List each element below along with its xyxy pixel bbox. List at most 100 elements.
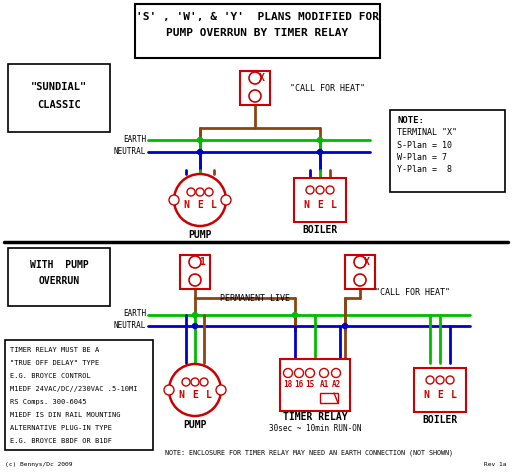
Text: PERMANENT LIVE: PERMANENT LIVE (220, 294, 290, 303)
Text: Rev 1a: Rev 1a (484, 462, 507, 467)
Circle shape (164, 385, 174, 395)
Text: N: N (303, 200, 309, 210)
Text: TIMER RELAY MUST BE A: TIMER RELAY MUST BE A (10, 347, 99, 353)
Circle shape (292, 313, 297, 317)
Bar (8, 248, 110, 306)
Circle shape (326, 186, 334, 194)
Text: "SUNDIAL": "SUNDIAL" (31, 82, 87, 92)
Circle shape (205, 188, 213, 196)
Circle shape (200, 378, 208, 386)
Text: EARTH: EARTH (123, 309, 146, 318)
Text: "TRUE OFF DELAY" TYPE: "TRUE OFF DELAY" TYPE (10, 360, 99, 366)
Text: E: E (197, 200, 203, 210)
Circle shape (354, 274, 366, 286)
Circle shape (189, 274, 201, 286)
Text: 'S' , 'W', & 'Y'  PLANS MODIFIED FOR: 'S' , 'W', & 'Y' PLANS MODIFIED FOR (136, 12, 378, 22)
Circle shape (354, 256, 366, 268)
Circle shape (169, 195, 179, 205)
Circle shape (193, 324, 198, 328)
Text: PUMP: PUMP (188, 230, 212, 240)
Circle shape (189, 256, 201, 268)
Text: A1: A1 (319, 380, 329, 389)
Text: 18: 18 (283, 380, 293, 389)
Text: 15: 15 (305, 380, 315, 389)
Circle shape (294, 368, 304, 377)
Text: PUMP: PUMP (183, 420, 207, 430)
Bar (280, 359, 350, 411)
Text: A2: A2 (331, 380, 340, 389)
Text: W-Plan = 7: W-Plan = 7 (397, 153, 447, 162)
Circle shape (216, 385, 226, 395)
Text: E.G. BROYCE B8DF OR B1DF: E.G. BROYCE B8DF OR B1DF (10, 438, 112, 444)
Circle shape (343, 324, 348, 328)
Text: ALTERNATIVE PLUG-IN TYPE: ALTERNATIVE PLUG-IN TYPE (10, 425, 112, 431)
Bar (8, 64, 110, 132)
Text: BOILER: BOILER (422, 415, 458, 425)
Text: RS Comps. 300-6045: RS Comps. 300-6045 (10, 399, 87, 405)
Text: PUMP OVERRUN BY TIMER RELAY: PUMP OVERRUN BY TIMER RELAY (166, 28, 348, 38)
Circle shape (317, 149, 323, 155)
Text: NEUTRAL: NEUTRAL (114, 320, 146, 329)
Circle shape (331, 368, 340, 377)
Text: "CALL FOR HEAT": "CALL FOR HEAT" (290, 84, 365, 93)
Text: 16: 16 (294, 380, 304, 389)
Bar (414, 368, 466, 412)
Text: L: L (211, 200, 217, 210)
Text: L: L (451, 390, 457, 400)
Text: Y-Plan =  8: Y-Plan = 8 (397, 165, 452, 174)
Circle shape (198, 138, 203, 142)
Text: "CALL FOR HEAT": "CALL FOR HEAT" (375, 288, 450, 297)
Text: N: N (183, 200, 189, 210)
Circle shape (174, 174, 226, 226)
Circle shape (319, 368, 329, 377)
Bar (240, 71, 270, 105)
Circle shape (169, 364, 221, 416)
Circle shape (317, 138, 323, 142)
Text: E: E (317, 200, 323, 210)
Circle shape (306, 368, 314, 377)
Bar (294, 178, 346, 222)
Circle shape (196, 188, 204, 196)
Text: (c) Bennys/Dc 2009: (c) Bennys/Dc 2009 (5, 462, 73, 467)
Text: OVERRUN: OVERRUN (38, 276, 79, 286)
Text: X: X (364, 257, 370, 267)
Text: S-Plan = 10: S-Plan = 10 (397, 141, 452, 150)
Text: WITH  PUMP: WITH PUMP (30, 260, 89, 270)
Bar (320, 393, 338, 403)
Text: E.G. BROYCE CONTROL: E.G. BROYCE CONTROL (10, 373, 91, 379)
Text: TIMER RELAY: TIMER RELAY (283, 412, 347, 422)
Text: NOTE: ENCLOSURE FOR TIMER RELAY MAY NEED AN EARTH CONNECTION (NOT SHOWN): NOTE: ENCLOSURE FOR TIMER RELAY MAY NEED… (165, 450, 453, 456)
Text: BOILER: BOILER (303, 225, 337, 235)
Text: L: L (206, 390, 212, 400)
Circle shape (284, 368, 292, 377)
Text: M1EDF 24VAC/DC//230VAC .5-10MI: M1EDF 24VAC/DC//230VAC .5-10MI (10, 386, 138, 392)
Circle shape (187, 188, 195, 196)
Text: TERMINAL "X": TERMINAL "X" (397, 128, 457, 137)
Bar (390, 110, 505, 192)
Circle shape (193, 313, 198, 317)
Circle shape (198, 149, 203, 155)
Circle shape (306, 186, 314, 194)
Text: 30sec ~ 10min RUN-ON: 30sec ~ 10min RUN-ON (269, 424, 361, 433)
Text: E: E (437, 390, 443, 400)
Text: NOTE:: NOTE: (397, 116, 424, 125)
Bar (180, 255, 210, 289)
Bar (345, 255, 375, 289)
Text: N: N (178, 390, 184, 400)
Text: CLASSIC: CLASSIC (37, 100, 81, 110)
Text: 1: 1 (199, 257, 205, 267)
Text: X: X (259, 73, 265, 83)
Circle shape (249, 90, 261, 102)
Text: M1EDF IS DIN RAIL MOUNTING: M1EDF IS DIN RAIL MOUNTING (10, 412, 120, 418)
Circle shape (436, 376, 444, 384)
Bar (5, 340, 153, 450)
Circle shape (182, 378, 190, 386)
Text: EARTH: EARTH (123, 135, 146, 143)
Circle shape (316, 186, 324, 194)
Text: NEUTRAL: NEUTRAL (114, 147, 146, 156)
Circle shape (426, 376, 434, 384)
Bar (135, 4, 380, 58)
Text: E: E (192, 390, 198, 400)
Circle shape (249, 72, 261, 84)
Text: N: N (423, 390, 429, 400)
